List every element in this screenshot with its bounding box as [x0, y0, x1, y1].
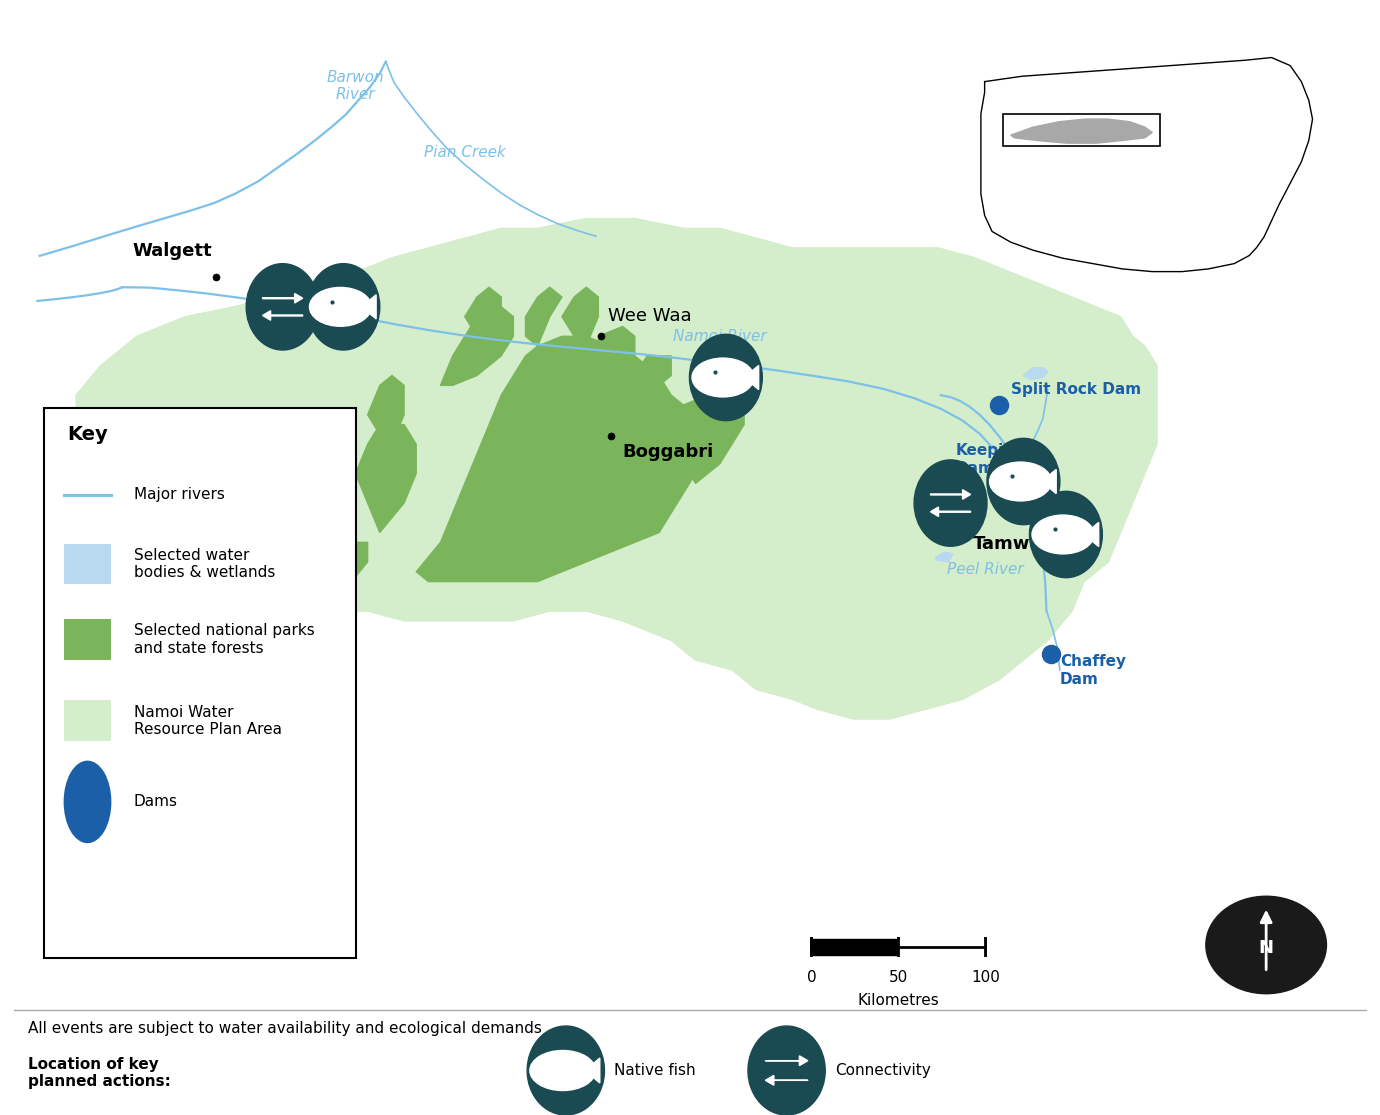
Text: Native fish: Native fish: [614, 1063, 696, 1078]
Polygon shape: [417, 337, 708, 582]
Ellipse shape: [690, 334, 762, 420]
Polygon shape: [1042, 469, 1056, 494]
Ellipse shape: [989, 462, 1052, 501]
Text: Dams: Dams: [134, 794, 178, 809]
Text: Key: Key: [68, 425, 109, 444]
Polygon shape: [362, 294, 377, 319]
Polygon shape: [635, 356, 671, 395]
Polygon shape: [671, 395, 744, 484]
Polygon shape: [599, 327, 635, 376]
Text: Selected national parks
and state forests: Selected national parks and state forest…: [134, 623, 315, 656]
Ellipse shape: [246, 263, 319, 350]
Polygon shape: [440, 307, 513, 386]
Text: Kilometres: Kilometres: [857, 993, 940, 1008]
Polygon shape: [526, 288, 562, 346]
Ellipse shape: [306, 263, 380, 350]
Text: All events are subject to water availability and ecological demands: All events are subject to water availabi…: [28, 1021, 541, 1036]
FancyArrow shape: [262, 311, 302, 320]
Polygon shape: [367, 376, 404, 444]
Text: Keepit
Dam: Keepit Dam: [955, 444, 1012, 476]
Polygon shape: [331, 542, 367, 591]
Polygon shape: [1085, 523, 1098, 546]
Text: N: N: [1259, 939, 1274, 957]
Text: 100: 100: [972, 970, 999, 985]
Polygon shape: [1010, 119, 1152, 143]
FancyBboxPatch shape: [65, 544, 110, 584]
Ellipse shape: [527, 1026, 604, 1115]
Polygon shape: [562, 288, 599, 346]
Text: Major rivers: Major rivers: [134, 487, 225, 502]
Text: 0: 0: [807, 970, 816, 985]
FancyArrow shape: [262, 293, 302, 303]
FancyArrow shape: [930, 507, 970, 516]
FancyBboxPatch shape: [44, 408, 356, 959]
Text: Namoi Water
Resource Plan Area: Namoi Water Resource Plan Area: [134, 705, 282, 737]
Polygon shape: [1024, 368, 1047, 379]
Text: Wee Waa: Wee Waa: [609, 307, 691, 324]
Text: Tamworth: Tamworth: [973, 535, 1072, 553]
Text: Peel River: Peel River: [947, 562, 1024, 576]
Text: Connectivity: Connectivity: [835, 1063, 930, 1078]
Text: Walgett: Walgett: [132, 242, 213, 260]
Bar: [1003, 114, 1159, 146]
Polygon shape: [936, 552, 954, 562]
Polygon shape: [465, 288, 501, 337]
Ellipse shape: [1029, 492, 1103, 578]
Ellipse shape: [1032, 515, 1094, 554]
FancyArrow shape: [930, 489, 970, 500]
FancyBboxPatch shape: [65, 700, 110, 741]
Polygon shape: [926, 493, 944, 503]
Polygon shape: [76, 219, 1156, 719]
Ellipse shape: [691, 358, 753, 397]
FancyArrow shape: [766, 1056, 807, 1066]
Text: Location of key
planned actions:: Location of key planned actions:: [28, 1057, 171, 1089]
Text: Pian Creek: Pian Creek: [424, 145, 505, 159]
Text: Namoi River: Namoi River: [673, 329, 767, 345]
Ellipse shape: [309, 288, 371, 327]
Ellipse shape: [748, 1026, 825, 1115]
Polygon shape: [356, 425, 417, 533]
Polygon shape: [585, 1058, 600, 1083]
Ellipse shape: [530, 1050, 596, 1090]
Text: 50: 50: [889, 970, 908, 985]
Text: Chaffey
Dam: Chaffey Dam: [1060, 655, 1126, 687]
FancyArrow shape: [766, 1075, 807, 1085]
FancyBboxPatch shape: [65, 619, 110, 660]
Ellipse shape: [914, 459, 987, 546]
Text: Barwon
River: Barwon River: [327, 70, 384, 103]
Circle shape: [65, 762, 110, 843]
Polygon shape: [744, 366, 759, 389]
Circle shape: [1206, 896, 1326, 993]
Text: Split Rock Dam: Split Rock Dam: [1012, 382, 1141, 397]
Text: Selected water
bodies & wetlands: Selected water bodies & wetlands: [134, 547, 275, 581]
Ellipse shape: [987, 438, 1060, 525]
Text: Boggabri: Boggabri: [622, 444, 713, 462]
